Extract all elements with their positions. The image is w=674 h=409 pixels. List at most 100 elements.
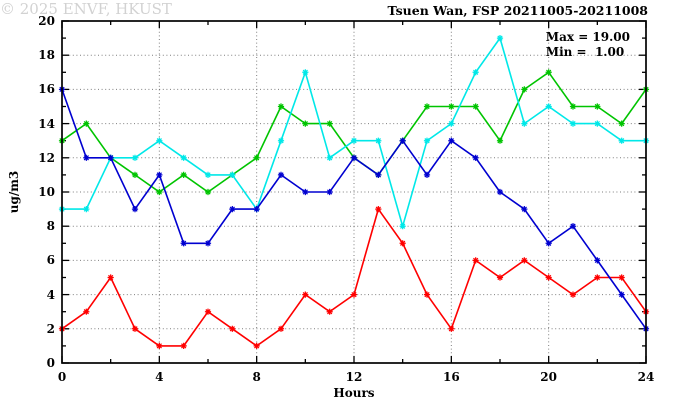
series-red-marker bbox=[350, 291, 358, 298]
series-cyan-marker bbox=[448, 120, 455, 127]
series-green-marker bbox=[521, 86, 528, 93]
series-red-marker bbox=[545, 274, 552, 281]
series-cyan-marker bbox=[423, 137, 431, 144]
x-tick-label: 12 bbox=[345, 370, 363, 384]
y-tick-label: 8 bbox=[46, 219, 55, 234]
x-tick-label: 16 bbox=[442, 370, 460, 384]
y-tick-label: 14 bbox=[38, 116, 55, 131]
series-red-marker bbox=[496, 274, 504, 281]
series-blue-marker bbox=[131, 206, 139, 213]
series-red-marker bbox=[156, 342, 163, 349]
x-tick-label: 4 bbox=[155, 370, 164, 384]
series-green-marker bbox=[423, 103, 431, 110]
y-tick-label: 2 bbox=[46, 321, 55, 336]
series-blue-marker bbox=[569, 223, 577, 230]
series-cyan-marker bbox=[277, 137, 285, 144]
series-cyan-marker bbox=[521, 120, 528, 127]
series-red-marker bbox=[326, 308, 333, 315]
series-blue-marker bbox=[277, 171, 285, 178]
y-tick-label: 20 bbox=[38, 14, 55, 28]
series-blue-marker bbox=[618, 291, 625, 298]
series-blue-marker bbox=[107, 154, 114, 161]
series-cyan-marker bbox=[594, 120, 601, 127]
series-green-marker bbox=[277, 103, 285, 110]
series-green-marker bbox=[83, 120, 90, 127]
series-cyan-marker bbox=[350, 137, 358, 144]
x-tick-label: 24 bbox=[637, 370, 655, 384]
series-blue-marker bbox=[521, 206, 528, 213]
series-blue-marker bbox=[229, 206, 236, 213]
y-tick-label: 16 bbox=[38, 82, 55, 97]
series-cyan-marker bbox=[399, 223, 406, 230]
series-blue-marker bbox=[496, 188, 504, 196]
series-blue-marker bbox=[545, 240, 552, 247]
series-blue-marker bbox=[448, 137, 455, 144]
series-red-marker bbox=[521, 257, 528, 264]
series-blue-marker bbox=[399, 137, 406, 144]
series-blue-marker bbox=[204, 240, 212, 247]
series-green-marker bbox=[156, 188, 163, 196]
series-cyan-marker bbox=[83, 206, 90, 213]
series-cyan-marker bbox=[204, 171, 212, 178]
series-red-marker bbox=[423, 291, 431, 298]
series-cyan-marker bbox=[229, 171, 236, 178]
series-red-marker bbox=[594, 274, 601, 281]
series-red-marker bbox=[375, 206, 382, 213]
series-green-marker bbox=[302, 120, 309, 127]
series-cyan-marker bbox=[302, 69, 309, 76]
series-cyan-marker bbox=[472, 69, 479, 76]
series-green-marker bbox=[253, 154, 260, 161]
series-blue-marker bbox=[253, 206, 260, 213]
series-blue-marker bbox=[83, 154, 90, 161]
series-green-marker bbox=[131, 171, 139, 178]
series-cyan-marker bbox=[375, 137, 382, 144]
y-tick-label: 18 bbox=[38, 48, 55, 63]
y-tick-label: 12 bbox=[38, 150, 55, 165]
x-tick-label: 8 bbox=[252, 370, 261, 384]
series-blue-marker bbox=[472, 154, 479, 161]
series-green-marker bbox=[545, 69, 552, 76]
series-blue-marker bbox=[180, 240, 187, 247]
series-blue-marker bbox=[594, 257, 601, 264]
series-green-marker bbox=[204, 188, 212, 196]
series-cyan-marker bbox=[569, 120, 577, 127]
series-red-marker bbox=[83, 308, 90, 315]
series-green-marker bbox=[594, 103, 601, 110]
series-red-marker bbox=[448, 325, 455, 332]
y-tick-label: 6 bbox=[46, 253, 55, 268]
series-red-marker bbox=[399, 240, 406, 247]
series-cyan-marker bbox=[545, 103, 552, 110]
series-red-marker bbox=[618, 274, 625, 281]
series-blue-marker bbox=[326, 188, 333, 196]
series-red-marker bbox=[302, 291, 309, 298]
series-green-marker bbox=[569, 103, 577, 110]
max-min-annotation: Max = 19.00 Min = 1.00 bbox=[546, 30, 630, 60]
plot-frame bbox=[61, 20, 647, 364]
series-red-marker bbox=[180, 342, 187, 349]
max-value-label: Max = 19.00 bbox=[545, 30, 630, 44]
series-red-marker bbox=[107, 274, 114, 281]
series-blue-marker bbox=[423, 171, 431, 178]
series-red-marker bbox=[253, 342, 260, 349]
series-blue-marker bbox=[375, 171, 382, 178]
series-red-marker bbox=[131, 325, 139, 332]
series-red-marker bbox=[569, 291, 577, 298]
series-red-marker bbox=[204, 308, 212, 315]
series-red-marker bbox=[229, 325, 236, 332]
x-axis-label: Hours bbox=[333, 386, 375, 400]
y-tick-label: 4 bbox=[46, 287, 55, 302]
series-green-marker bbox=[448, 103, 455, 110]
y-axis-label: ug/m3 bbox=[7, 170, 21, 214]
series-blue-marker bbox=[302, 188, 309, 196]
y-tick-label: 10 bbox=[38, 185, 55, 199]
series-cyan-marker bbox=[618, 137, 625, 144]
series-red-marker bbox=[277, 325, 285, 332]
series-cyan-marker bbox=[156, 137, 163, 144]
series-green-marker bbox=[326, 120, 333, 127]
x-tick-label: 0 bbox=[57, 370, 67, 384]
series-green-marker bbox=[180, 171, 187, 178]
series-blue-marker bbox=[156, 171, 163, 178]
x-tick-label: 20 bbox=[540, 370, 558, 384]
series-green-marker bbox=[472, 103, 479, 110]
